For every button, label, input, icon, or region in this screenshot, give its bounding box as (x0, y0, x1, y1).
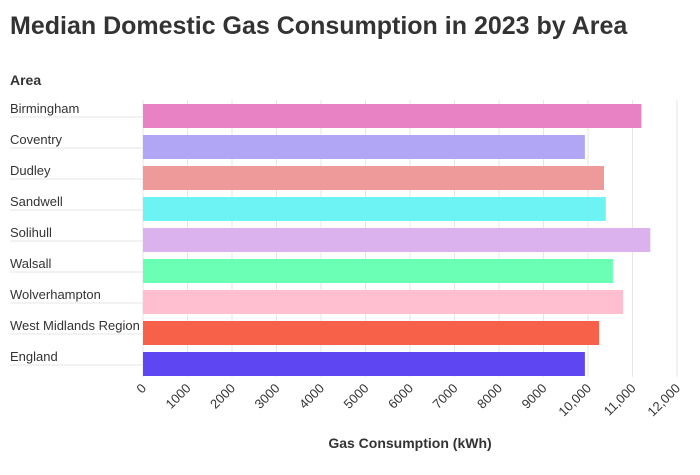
bar (143, 290, 624, 314)
x-tick-label: 12,000 (644, 381, 683, 420)
y-tick-label: Coventry (10, 132, 63, 147)
bar (143, 104, 642, 128)
bar (143, 197, 606, 221)
y-tick-label: West Midlands Region (10, 318, 140, 333)
x-tick-label: 0 (133, 381, 149, 397)
y-tick-label: Dudley (10, 163, 51, 178)
x-tick-label: 7000 (430, 381, 461, 412)
x-tick-label: 5000 (341, 381, 372, 412)
bar (143, 259, 613, 283)
x-tick-label: 6000 (385, 381, 416, 412)
y-tick-label: Wolverhampton (10, 287, 101, 302)
chart-title: Median Domestic Gas Consumption in 2023 … (10, 12, 628, 40)
x-tick-label: 8000 (474, 381, 505, 412)
x-tick-label: 2000 (207, 381, 238, 412)
bar (143, 321, 600, 345)
y-tick-label: Sandwell (10, 194, 63, 209)
x-tick-label: 4000 (296, 381, 327, 412)
bar (143, 228, 651, 252)
y-tick-label: England (10, 349, 58, 364)
x-tick-label: 10,000 (555, 381, 594, 420)
y-tick-label: Birmingham (10, 101, 79, 116)
x-tick-label: 9000 (519, 381, 550, 412)
bar (143, 166, 605, 190)
x-tick-label: 1000 (163, 381, 194, 412)
bar (143, 135, 585, 159)
y-tick-label: Solihull (10, 225, 52, 240)
y-axis-title: Area (10, 72, 41, 88)
y-tick-label: Walsall (10, 256, 52, 271)
x-tick-label: 11,000 (601, 381, 639, 419)
x-axis-title: Gas Consumption (kWh) (328, 435, 491, 451)
bar (143, 352, 585, 376)
x-tick-label: 3000 (252, 381, 283, 412)
